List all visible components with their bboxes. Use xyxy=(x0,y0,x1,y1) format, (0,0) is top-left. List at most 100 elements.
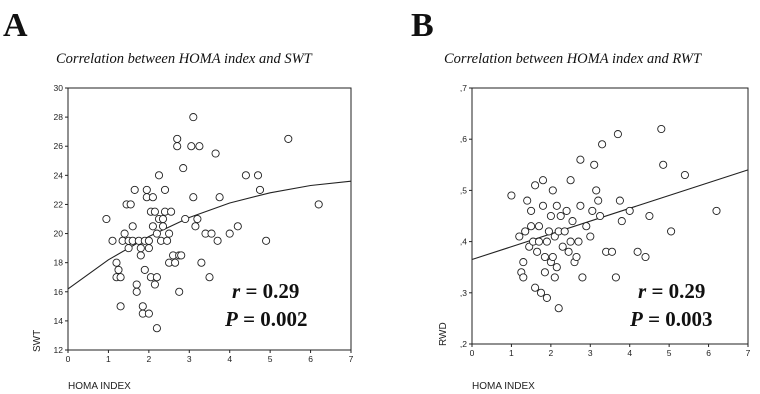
data-point xyxy=(552,263,561,272)
y-tick-label: ,3 xyxy=(460,288,467,298)
data-point xyxy=(148,193,157,202)
data-point xyxy=(128,222,137,231)
data-point xyxy=(550,273,559,282)
data-point xyxy=(596,211,605,221)
r-statistic: r = 0.29 xyxy=(638,279,705,303)
y-tick-label: 24 xyxy=(54,170,64,180)
r-statistic: r = 0.29 xyxy=(232,279,299,303)
data-point xyxy=(102,214,111,224)
x-tick-label: 1 xyxy=(106,354,111,364)
data-point xyxy=(576,201,585,210)
data-point xyxy=(140,265,149,274)
data-point xyxy=(205,273,214,282)
data-point xyxy=(544,227,553,236)
data-point xyxy=(175,287,184,296)
data-point xyxy=(586,232,595,241)
data-point xyxy=(515,232,524,241)
data-point xyxy=(108,236,117,245)
data-point xyxy=(594,196,603,205)
data-point xyxy=(189,193,198,202)
data-point xyxy=(617,217,626,226)
data-point xyxy=(598,140,607,149)
data-point xyxy=(262,236,271,245)
data-point xyxy=(116,273,125,282)
data-point xyxy=(633,247,642,256)
data-point xyxy=(177,251,186,260)
data-point xyxy=(611,273,620,282)
data-point xyxy=(523,196,532,205)
y-axis-label: SWT xyxy=(32,330,43,352)
data-point xyxy=(179,164,188,173)
data-point xyxy=(150,280,159,289)
data-point xyxy=(538,176,548,185)
data-point xyxy=(144,309,153,318)
data-point xyxy=(592,186,601,195)
plot-frame xyxy=(67,87,352,351)
data-point xyxy=(588,206,597,215)
data-point xyxy=(112,258,121,267)
data-point xyxy=(542,293,551,302)
data-point xyxy=(615,196,624,205)
x-tick-label: 0 xyxy=(470,348,475,358)
data-point xyxy=(534,222,544,231)
data-point xyxy=(560,227,569,236)
data-point xyxy=(507,191,516,200)
data-point xyxy=(657,124,666,134)
panel-a-letter: A xyxy=(3,7,28,44)
x-tick-label: 3 xyxy=(588,348,593,358)
x-tick-label: 5 xyxy=(268,354,273,364)
data-point xyxy=(191,222,200,231)
panel-a-title: Correlation between HOMA index and SWT xyxy=(56,51,312,67)
data-point xyxy=(566,176,575,185)
data-point xyxy=(154,171,164,180)
data-point xyxy=(171,258,180,267)
x-tick-label: 0 xyxy=(66,354,71,364)
data-point xyxy=(540,252,549,262)
data-point xyxy=(255,185,265,194)
data-point xyxy=(613,130,622,139)
data-point xyxy=(625,206,634,215)
x-axis-label: HOMA INDEX xyxy=(68,381,131,392)
data-point xyxy=(527,222,536,231)
data-point xyxy=(576,155,585,164)
p-statistic: P = 0.002 xyxy=(224,307,308,331)
data-point xyxy=(680,170,689,180)
x-tick-label: 2 xyxy=(146,354,151,364)
y-tick-label: 30 xyxy=(54,83,64,93)
data-point xyxy=(536,288,546,297)
y-tick-label: 20 xyxy=(54,229,64,239)
x-tick-label: 7 xyxy=(746,348,751,358)
y-tick-label: ,5 xyxy=(460,185,467,195)
data-point xyxy=(132,287,141,296)
data-point xyxy=(120,229,129,238)
data-point xyxy=(568,217,577,226)
data-point xyxy=(136,244,145,253)
data-point xyxy=(552,201,561,210)
data-point xyxy=(527,206,536,215)
x-tick-label: 2 xyxy=(548,348,553,358)
data-point xyxy=(562,206,571,215)
data-point xyxy=(641,252,650,262)
data-point xyxy=(211,149,220,158)
panel-b-letter: B xyxy=(411,7,434,44)
x-tick-label: 4 xyxy=(627,348,632,358)
y-axis-label: RWD xyxy=(438,322,449,346)
data-point xyxy=(197,258,206,267)
x-tick-label: 3 xyxy=(187,354,192,364)
data-point xyxy=(207,229,216,238)
data-point xyxy=(165,229,174,238)
data-point xyxy=(531,283,540,292)
x-tick-label: 6 xyxy=(706,348,711,358)
y-tick-label: ,6 xyxy=(460,134,467,144)
plot-frame xyxy=(471,87,749,345)
data-point xyxy=(540,268,549,277)
data-point xyxy=(126,200,135,209)
data-point xyxy=(195,142,204,151)
data-point xyxy=(152,324,161,333)
x-tick-label: 6 xyxy=(308,354,313,364)
data-point xyxy=(538,201,548,210)
data-point xyxy=(521,227,530,236)
data-point xyxy=(233,222,242,231)
x-tick-label: 7 xyxy=(349,354,354,364)
